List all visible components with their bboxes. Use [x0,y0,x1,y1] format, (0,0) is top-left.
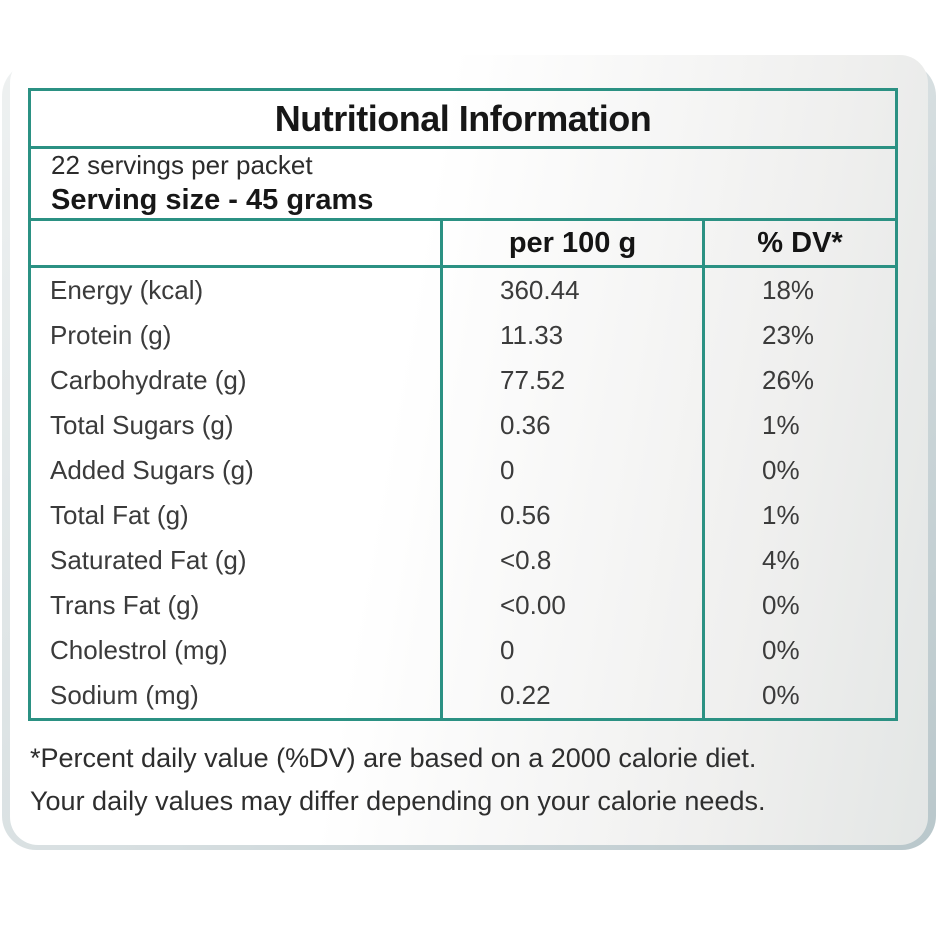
daily-value-percent: 18% [702,268,895,313]
column-header-nutrient [31,221,440,265]
table-body: Energy (kcal) 360.44 18% Protein (g) 11.… [31,268,895,718]
per-100g-value: 0 [440,448,702,493]
nutrition-table: Nutritional Information 22 servings per … [28,88,898,721]
nutrient-label: Sodium (mg) [50,680,199,710]
footnote-line-2: Your daily values may differ depending o… [30,786,766,816]
per-100g-value: 360.44 [440,268,702,313]
daily-value-percent: 4% [702,538,895,583]
daily-value-percent: 1% [702,403,895,448]
table-row: Trans Fat (g) <0.00 0% [31,583,895,628]
daily-value-percent: 0% [702,628,895,673]
serving-info-section: 22 servings per packet Serving size - 45… [31,149,895,221]
nutrient-label: Total Sugars (g) [50,410,234,440]
footnote-line-1: *Percent daily value (%DV) are based on … [30,743,757,773]
nutrient-label: Saturated Fat (g) [50,545,247,575]
daily-value-percent: 0% [702,583,895,628]
per-100g-value: <0.8 [440,538,702,583]
daily-value-percent: 1% [702,493,895,538]
daily-value-percent: 26% [702,358,895,403]
table-row: Sodium (mg) 0.22 0% [31,673,895,718]
table-row: Total Fat (g) 0.56 1% [31,493,895,538]
column-header-per-100g: per 100 g [440,221,702,265]
nutrient-label: Cholestrol (mg) [50,635,228,665]
footnote: *Percent daily value (%DV) are based on … [30,742,910,828]
column-header-daily-value: % DV* [702,221,895,265]
per-100g-value: 0.56 [440,493,702,538]
table-row: Cholestrol (mg) 0 0% [31,628,895,673]
table-header-row: per 100 g % DV* [31,221,895,268]
table-row: Saturated Fat (g) <0.8 4% [31,538,895,583]
table-row: Added Sugars (g) 0 0% [31,448,895,493]
nutrient-label: Trans Fat (g) [50,590,200,620]
table-row: Carbohydrate (g) 77.52 26% [31,358,895,403]
nutrient-label: Carbohydrate (g) [50,365,247,395]
nutrition-label-card: Nutritional Information 22 servings per … [10,55,928,845]
nutrient-label: Energy (kcal) [50,275,204,305]
servings-per-packet: 22 servings per packet [51,150,313,180]
page-title: Nutritional Information [274,97,652,139]
per-100g-value: 0 [440,628,702,673]
table-row: Protein (g) 11.33 23% [31,313,895,358]
per-100g-value: 0.36 [440,403,702,448]
per-100g-value: 77.52 [440,358,702,403]
table-title-row: Nutritional Information [31,91,895,149]
nutrient-label: Protein (g) [50,320,172,350]
table-row: Total Sugars (g) 0.36 1% [31,403,895,448]
nutrient-label: Total Fat (g) [50,500,189,530]
serving-size: Serving size - 45 grams [51,184,374,216]
daily-value-percent: 0% [702,673,895,718]
per-100g-value: 0.22 [440,673,702,718]
per-100g-value: <0.00 [440,583,702,628]
table-row: Energy (kcal) 360.44 18% [31,268,895,313]
daily-value-percent: 0% [702,448,895,493]
per-100g-value: 11.33 [440,313,702,358]
nutrient-label: Added Sugars (g) [50,455,254,485]
daily-value-percent: 23% [702,313,895,358]
